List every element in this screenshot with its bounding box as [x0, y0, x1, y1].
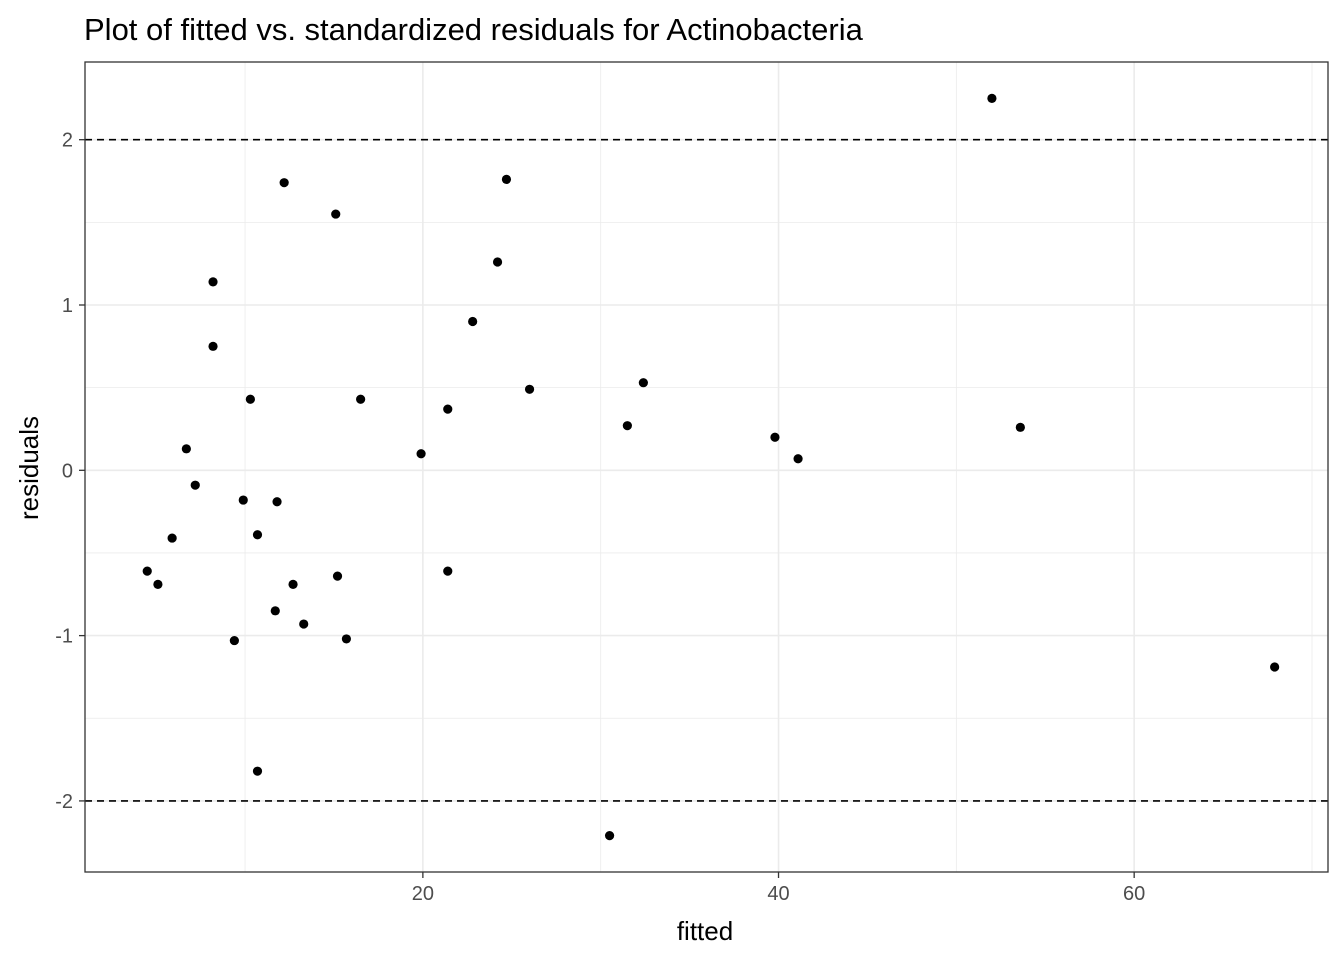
- data-point: [1270, 662, 1280, 672]
- data-point: [331, 209, 341, 219]
- data-point: [443, 566, 453, 576]
- data-point: [299, 619, 309, 629]
- data-point: [524, 384, 535, 394]
- data-point: [288, 579, 298, 589]
- data-points: [142, 93, 1280, 841]
- data-point: [272, 497, 282, 507]
- data-point: [622, 421, 632, 431]
- data-point: [793, 454, 803, 464]
- y-tick-label: 2: [62, 130, 73, 152]
- x-tick-label: 60: [1123, 883, 1145, 905]
- y-axis-title: residuals: [14, 416, 44, 520]
- x-tick-label: 20: [412, 883, 434, 905]
- data-point: [492, 257, 503, 267]
- x-tick-label: 40: [767, 883, 789, 905]
- data-point: [190, 480, 200, 490]
- data-point: [245, 394, 255, 404]
- data-point: [1015, 422, 1025, 432]
- data-point: [332, 571, 343, 581]
- data-point: [270, 606, 280, 616]
- data-point: [501, 174, 512, 184]
- y-tick-label: -2: [55, 791, 73, 813]
- data-point: [167, 533, 177, 543]
- data-point: [252, 766, 263, 776]
- data-point: [153, 579, 163, 589]
- data-point: [208, 341, 218, 351]
- plot-panel-border: [84, 61, 1329, 873]
- y-tick-label: -1: [55, 626, 73, 648]
- data-point: [638, 378, 648, 388]
- data-point: [356, 394, 366, 404]
- axis-ticks: 20 40 60 -2 -1 0 1 2: [55, 130, 1145, 905]
- data-point: [987, 93, 997, 103]
- data-point: [341, 634, 352, 644]
- data-point: [142, 566, 152, 576]
- data-point: [229, 635, 239, 646]
- y-tick-label: 0: [62, 460, 73, 482]
- data-point: [181, 444, 191, 454]
- data-point: [208, 277, 218, 287]
- reference-lines: [85, 138, 1328, 802]
- data-point: [468, 316, 478, 327]
- chart-title: Plot of fitted vs. standardized residual…: [84, 12, 864, 47]
- data-point: [416, 449, 426, 459]
- data-point: [279, 178, 289, 188]
- data-point: [252, 530, 263, 540]
- data-point: [443, 404, 453, 414]
- x-axis-title: fitted: [677, 916, 733, 946]
- data-point: [604, 831, 615, 841]
- plot-panel: [85, 62, 1328, 872]
- y-tick-label: 1: [62, 295, 73, 317]
- data-point: [238, 495, 248, 505]
- data-point: [770, 432, 780, 442]
